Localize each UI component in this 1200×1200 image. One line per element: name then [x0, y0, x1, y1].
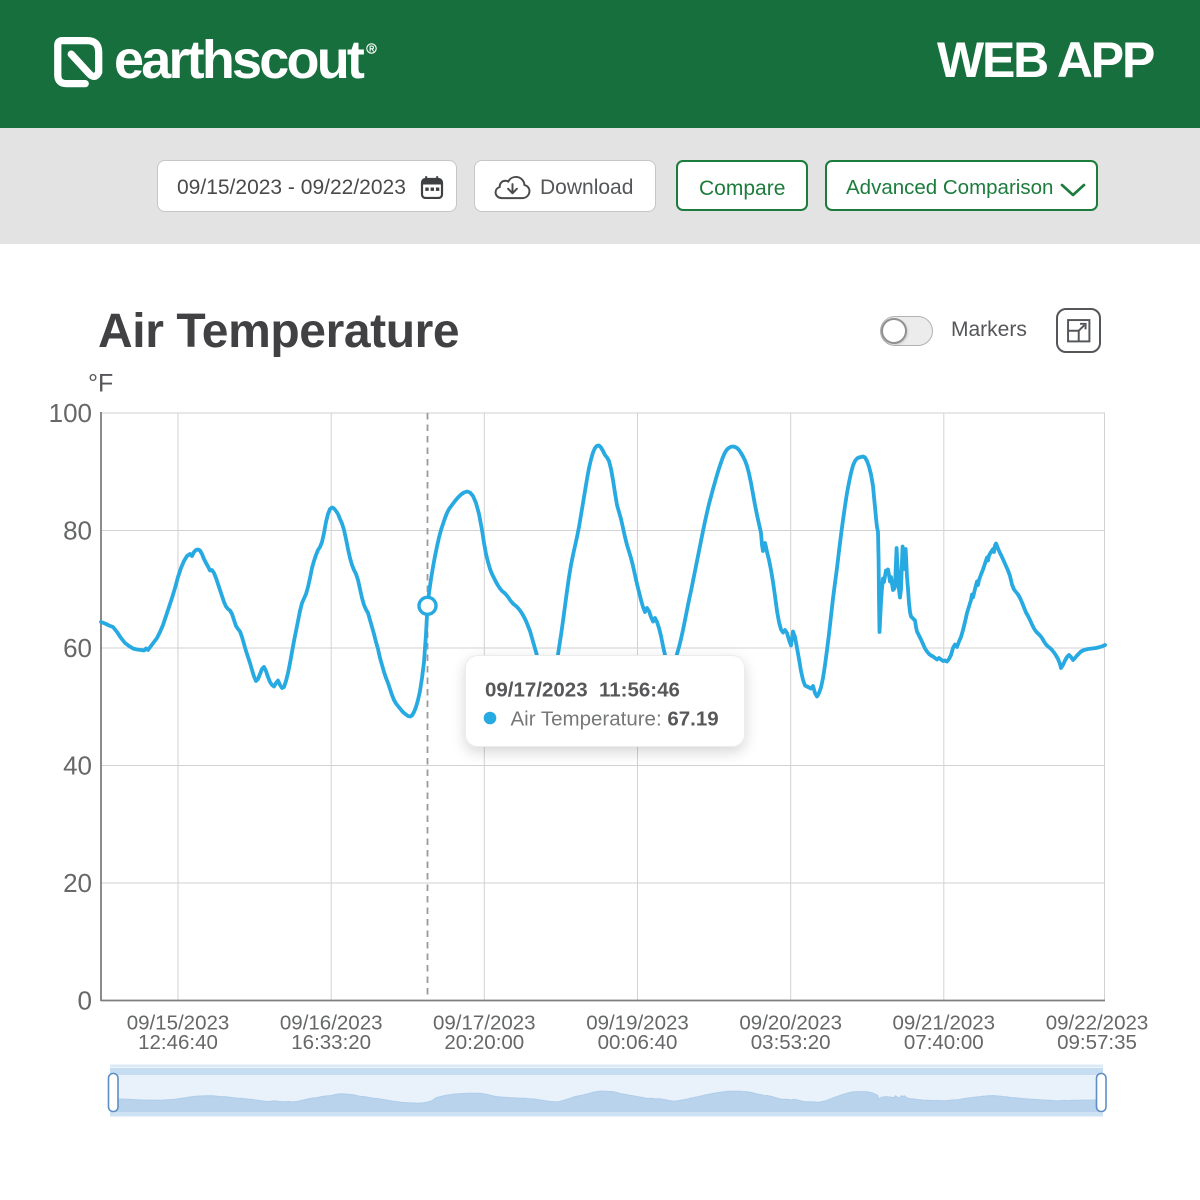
svg-text:09/20/2023: 09/20/2023	[739, 1012, 842, 1035]
svg-text:09/22/2023: 09/22/2023	[1046, 1012, 1149, 1035]
svg-text:0: 0	[78, 986, 92, 1016]
svg-text:°F: °F	[88, 370, 113, 398]
svg-text:09/19/2023: 09/19/2023	[586, 1012, 689, 1035]
svg-text:09/16/2023: 09/16/2023	[280, 1012, 383, 1035]
svg-text:60: 60	[63, 633, 92, 663]
svg-text:09/21/2023: 09/21/2023	[892, 1012, 995, 1035]
svg-text:07:40:00: 07:40:00	[904, 1031, 984, 1054]
svg-text:16:33:20: 16:33:20	[291, 1031, 371, 1054]
svg-text:09/17/2023: 09/17/2023	[433, 1012, 536, 1035]
svg-text:03:53:20: 03:53:20	[751, 1031, 831, 1054]
svg-text:00:06:40: 00:06:40	[598, 1031, 678, 1054]
svg-text:09/15/2023: 09/15/2023	[127, 1012, 230, 1035]
svg-text:Air Temperature: 67.19: Air Temperature: 67.19	[511, 708, 719, 731]
svg-text:20:20:00: 20:20:00	[444, 1031, 524, 1054]
svg-text:80: 80	[63, 516, 92, 546]
svg-text:20: 20	[63, 868, 92, 898]
svg-text:12:46:40: 12:46:40	[138, 1031, 218, 1054]
svg-text:100: 100	[49, 398, 92, 428]
svg-text:40: 40	[63, 751, 92, 781]
svg-text:09/17/2023 11:56:46: 09/17/2023 11:56:46	[485, 679, 680, 702]
svg-text:09:57:35: 09:57:35	[1057, 1031, 1137, 1054]
